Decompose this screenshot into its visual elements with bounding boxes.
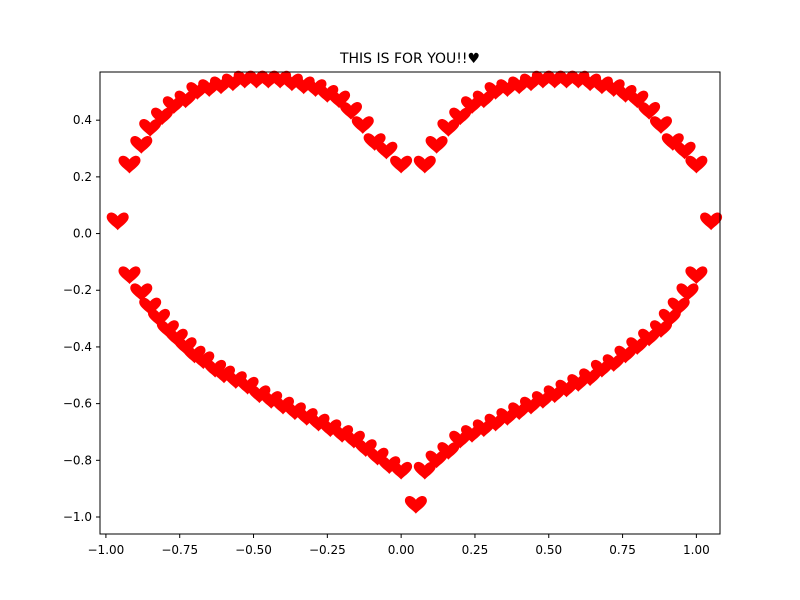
heart-point: [413, 461, 436, 480]
heart-point: [118, 155, 141, 174]
heart-point: [425, 450, 448, 469]
x-tick-label: 0.25: [462, 543, 489, 557]
heart-point: [676, 283, 699, 302]
heart-point: [248, 385, 271, 404]
heart-point: [650, 116, 672, 134]
heart-point: [673, 141, 696, 160]
heart-point: [685, 266, 708, 285]
heart-point: [667, 297, 690, 316]
heart-point: [342, 430, 365, 449]
y-axis: −1.0 −0.8 −0.6 −0.4 −0.2 0.0 0.2 0.4: [63, 113, 100, 524]
heart-point: [130, 283, 153, 302]
heart-point: [304, 79, 327, 97]
data-points: [106, 70, 723, 514]
heart-point: [174, 90, 197, 109]
heart-point: [638, 101, 661, 120]
heart-point: [106, 212, 129, 231]
heart-point: [626, 337, 649, 355]
heart-point: [213, 365, 235, 384]
heart-point: [425, 135, 448, 154]
heart-point: [328, 90, 351, 109]
y-tick-label: −1.0: [63, 510, 92, 524]
heart-point: [437, 118, 460, 137]
heart-point: [614, 345, 637, 364]
x-tick-label: 1.00: [683, 543, 710, 557]
heart-point: [700, 212, 723, 231]
heart-point: [378, 456, 401, 474]
heart-point: [331, 425, 354, 443]
y-tick-label: −0.2: [63, 283, 92, 297]
heart-point: [316, 84, 339, 103]
x-tick-label: 0.50: [535, 543, 562, 557]
heart-point: [650, 320, 672, 338]
heart-point: [437, 442, 460, 460]
heart-point: [390, 461, 413, 480]
heart-point: [351, 116, 374, 134]
heart-point: [449, 107, 472, 126]
heart-point: [602, 79, 625, 97]
y-tick-label: −0.6: [63, 397, 92, 411]
chart-title: THIS IS FOR YOU!!♥: [339, 51, 480, 67]
heart-point: [626, 90, 649, 109]
y-tick-label: 0.0: [73, 227, 92, 241]
heart-point: [661, 133, 684, 151]
y-tick-label: −0.8: [63, 453, 92, 467]
y-tick-label: 0.2: [73, 170, 92, 184]
y-tick-label: 0.4: [73, 113, 92, 127]
heart-point: [174, 337, 197, 355]
heart-point: [139, 118, 162, 137]
heart-point: [192, 351, 215, 370]
heart-point: [413, 155, 436, 174]
heart-point: [236, 376, 259, 395]
y-tick-label: −0.4: [63, 340, 92, 354]
heart-point: [319, 419, 342, 438]
heart-point: [404, 495, 427, 514]
heart-point: [658, 308, 681, 327]
heart-point: [366, 447, 389, 466]
heart-point: [638, 328, 661, 347]
heart-point: [260, 391, 283, 409]
heart-point: [118, 266, 141, 285]
heart-point: [156, 320, 179, 338]
heart-point: [685, 155, 708, 174]
heart-point: [272, 396, 294, 415]
heart-point: [307, 413, 330, 432]
heart-point: [139, 297, 162, 316]
heart-point: [390, 155, 413, 174]
heart-point: [283, 402, 306, 421]
x-tick-label: −1.00: [88, 543, 125, 557]
x-axis: −1.00 −0.75 −0.50 −0.25 0.00 0.25 0.50 0.75 1.00: [88, 534, 710, 557]
heart-point: [354, 439, 377, 457]
heart-point: [602, 354, 625, 372]
heart-point: [579, 368, 602, 387]
heart-point: [148, 308, 170, 327]
plot-frame: [99, 71, 721, 535]
x-tick-label: −0.25: [309, 543, 346, 557]
x-tick-label: 0.75: [609, 543, 636, 557]
heart-point: [295, 408, 318, 426]
heart-point: [375, 141, 398, 160]
heart-point: [130, 135, 153, 154]
x-tick-label: −0.75: [161, 543, 198, 557]
heart-point: [340, 101, 362, 120]
x-tick-label: 0.00: [388, 543, 415, 557]
x-tick-label: −0.50: [235, 543, 272, 557]
heart-point: [472, 90, 495, 109]
heart-point: [224, 371, 247, 389]
heart-point: [614, 84, 637, 103]
heart-point: [363, 133, 386, 151]
heart-point: [151, 107, 173, 126]
heart-point: [165, 328, 188, 347]
